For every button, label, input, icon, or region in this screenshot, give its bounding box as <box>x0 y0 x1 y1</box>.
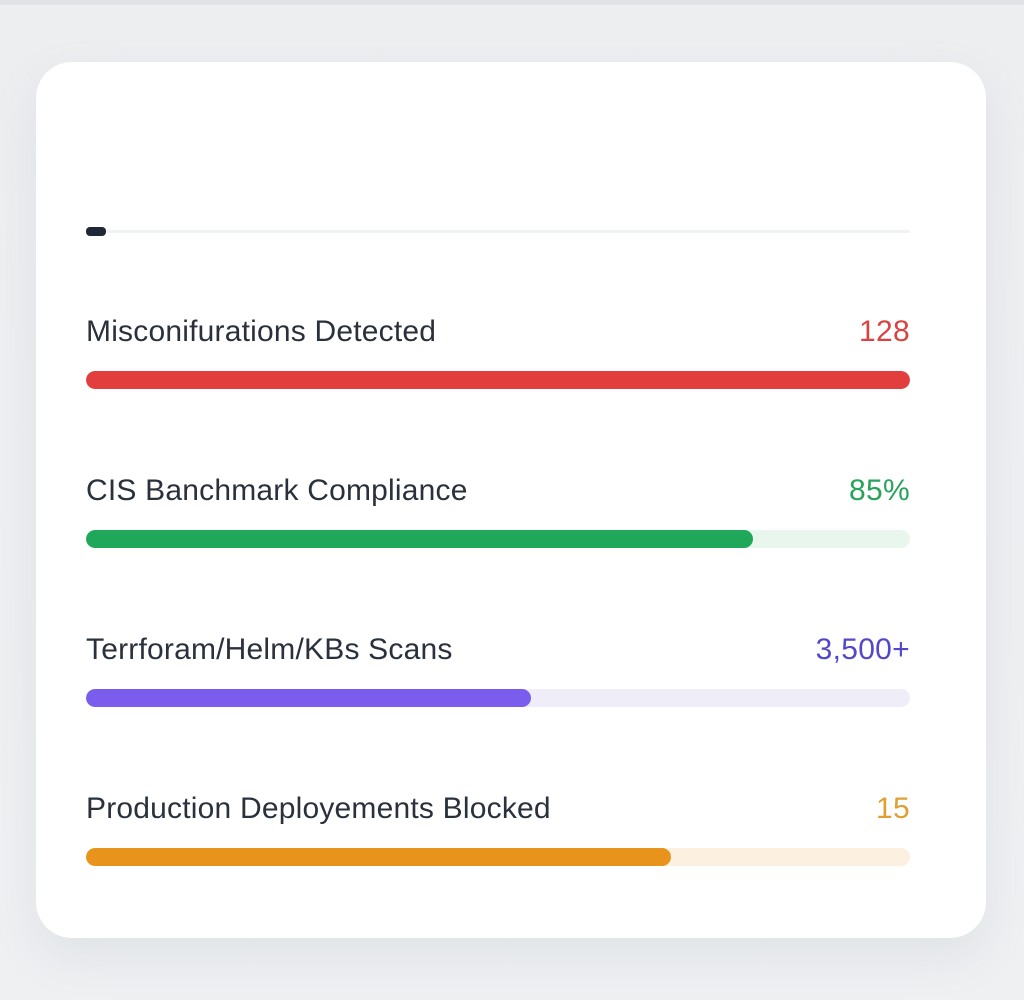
metric-row-cis-compliance: CIS Banchmark Compliance 85% <box>86 474 910 548</box>
top-strip <box>0 0 1024 5</box>
progress-track <box>86 848 910 866</box>
metric-value: 85% <box>849 474 910 507</box>
metric-label: CIS Banchmark Compliance <box>86 474 468 507</box>
metric-label: Terrforam/Helm/KBs Scans <box>86 633 453 666</box>
progress-track <box>86 371 910 389</box>
progress-fill <box>86 371 910 389</box>
metrics-list: Misconifurations Detected 128 CIS Banchm… <box>86 315 910 866</box>
metric-head: Terrforam/Helm/KBs Scans 3,500+ <box>86 633 910 673</box>
metric-head: CIS Banchmark Compliance 85% <box>86 474 910 514</box>
progress-track <box>86 689 910 707</box>
progress-track <box>86 530 910 548</box>
dash-indicator <box>86 227 106 236</box>
metric-head: Production Deployements Blocked 15 <box>86 792 910 832</box>
metric-label: Misconifurations Detected <box>86 315 437 348</box>
metric-row-scans: Terrforam/Helm/KBs Scans 3,500+ <box>86 633 910 707</box>
progress-fill <box>86 530 754 548</box>
metric-row-deployments-blocked: Production Deployements Blocked 15 <box>86 792 910 866</box>
divider-line <box>106 230 910 233</box>
metric-row-misconfigurations: Misconifurations Detected 128 <box>86 315 910 389</box>
metric-value: 15 <box>876 792 910 825</box>
progress-fill <box>86 848 672 866</box>
metric-value: 3,500+ <box>815 633 910 666</box>
metric-head: Misconifurations Detected 128 <box>86 315 910 355</box>
card-header-divider <box>86 227 910 236</box>
metric-value: 128 <box>859 315 910 348</box>
metric-label: Production Deployements Blocked <box>86 792 551 825</box>
metrics-card: Misconifurations Detected 128 CIS Banchm… <box>36 62 986 938</box>
progress-fill <box>86 689 531 707</box>
